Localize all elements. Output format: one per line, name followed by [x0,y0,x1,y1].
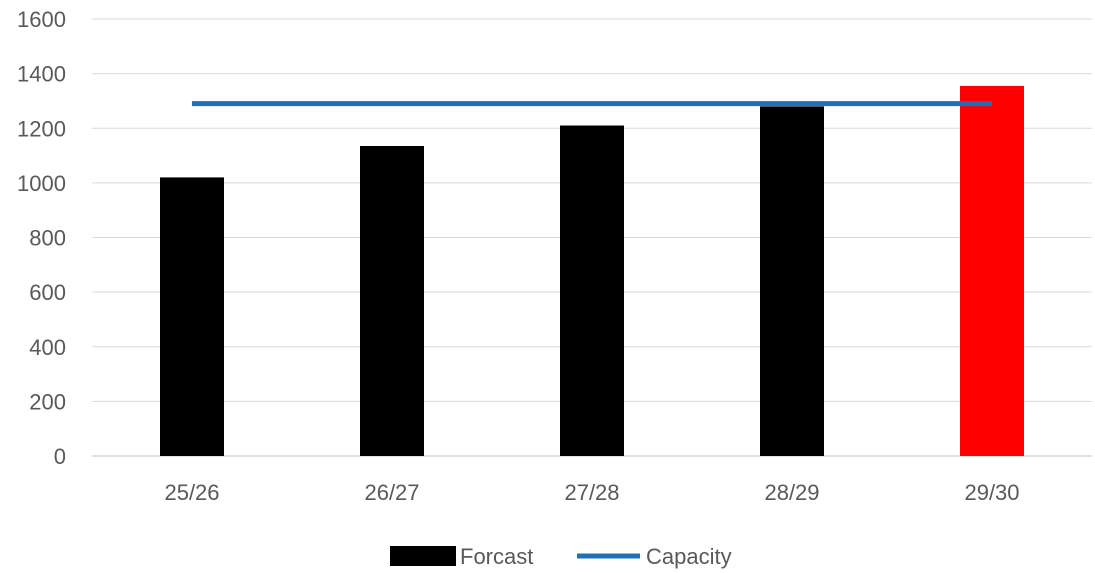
bar-series [160,85,1024,457]
y-tick-label-1000: 1000 [17,171,66,196]
x-tick-label-26-27: 26/27 [364,480,419,505]
bar-26-27 [360,146,424,457]
x-axis-tick-labels: 25/26 26/27 27/28 28/29 29/30 [164,480,1019,505]
legend-label-forcast: Forcast [460,544,533,569]
bar-25-26 [160,177,224,456]
x-tick-label-28-29: 28/29 [764,480,819,505]
legend-label-capacity: Capacity [646,544,732,569]
y-tick-label-1400: 1400 [17,62,66,87]
y-tick-label-200: 200 [29,389,66,414]
x-tick-label-29-30: 29/30 [964,480,1019,505]
legend-swatch-forcast [390,546,456,566]
y-tick-label-600: 600 [29,280,66,305]
x-tick-label-27-28: 27/28 [564,480,619,505]
y-tick-label-0: 0 [54,444,66,469]
bar-27-28 [560,125,624,457]
y-tick-label-1200: 1200 [17,116,66,141]
bar-28-29 [760,106,824,457]
y-tick-label-400: 400 [29,335,66,360]
y-tick-label-1600: 1600 [17,7,66,32]
x-tick-label-25-26: 25/26 [164,480,219,505]
y-axis-tick-labels: 0 200 400 600 800 1000 1200 1400 1600 [17,7,66,469]
y-tick-label-800: 800 [29,226,66,251]
legend: Forcast Capacity [390,544,732,569]
bar-29-30 [960,85,1024,457]
